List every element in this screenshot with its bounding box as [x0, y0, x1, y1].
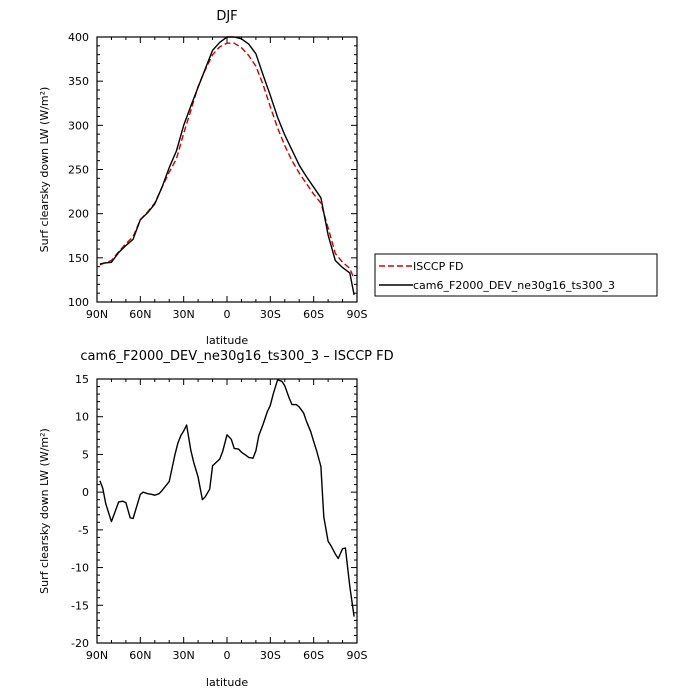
y-tick-label: 10 [75, 411, 89, 424]
y-tick-label: 5 [82, 448, 89, 461]
y-tick-label: 200 [68, 208, 89, 221]
legend-box [374, 253, 658, 297]
y-tick-label: 150 [68, 252, 89, 265]
y-tick-label: -15 [71, 599, 89, 612]
x-tick-label: 60S [303, 649, 324, 662]
x-axis-label: latitude [206, 676, 248, 689]
y-tick-label: 0 [82, 486, 89, 499]
panel-2: 90N 60N 30N 0 30S 60S 90S -20 -15 -10 -5 0 5 10 15 cam6… [38, 349, 394, 689]
x-tick-label: 60N [129, 308, 151, 321]
series-line-2 [99, 36, 355, 296]
y-tick-label: -10 [71, 562, 89, 575]
chart-title: cam6_F2000_DEV_ne30g16_ts300_3 – ISCCP F… [80, 349, 393, 364]
chart-title: DJF [216, 9, 237, 24]
y-tick-label: 350 [68, 75, 89, 88]
legend: ISCCP FD cam6_F2000_DEV_ne30g16_ts300_3 [374, 253, 658, 297]
legend-label: ISCCP FD [413, 260, 464, 273]
y-axis-label: Surf clearsky down LW (W/m²) [38, 87, 51, 253]
x-tick-label: 0 [224, 649, 231, 662]
x-tick-label: 90S [347, 649, 368, 662]
x-tick-label: 0 [224, 308, 231, 321]
plot-frame [96, 36, 358, 303]
y-tick-label: 300 [68, 119, 89, 132]
x-tick-label: 30N [173, 649, 195, 662]
series-line-1 [99, 379, 355, 617]
series-line-1 [99, 42, 355, 280]
x-tick-label: 30S [260, 308, 281, 321]
y-tick-label: 400 [68, 31, 89, 44]
y-tick-label: -20 [71, 637, 89, 650]
x-tick-label: 30S [260, 649, 281, 662]
legend-label: cam6_F2000_DEV_ne30g16_ts300_3 [413, 279, 615, 292]
x-tick-label: 90S [347, 308, 368, 321]
y-tick-label: 100 [68, 296, 89, 309]
x-tick-label: 30N [173, 308, 195, 321]
y-axis-label: Surf clearsky down LW (W/m²) [38, 428, 51, 594]
x-tick-label: 90N [86, 308, 108, 321]
x-axis-label: latitude [206, 334, 248, 347]
x-tick-label: 60N [129, 649, 151, 662]
y-tick-label: -5 [78, 524, 89, 537]
y-tick-label: 250 [68, 164, 89, 177]
x-tick-label: 60S [303, 308, 324, 321]
x-tick-label: 90N [86, 649, 108, 662]
panel-1: 90N 60N 30N 0 30S 60S 90S 100 150 200 250 300 350 400… [38, 9, 658, 347]
y-tick-label: 15 [75, 373, 89, 386]
